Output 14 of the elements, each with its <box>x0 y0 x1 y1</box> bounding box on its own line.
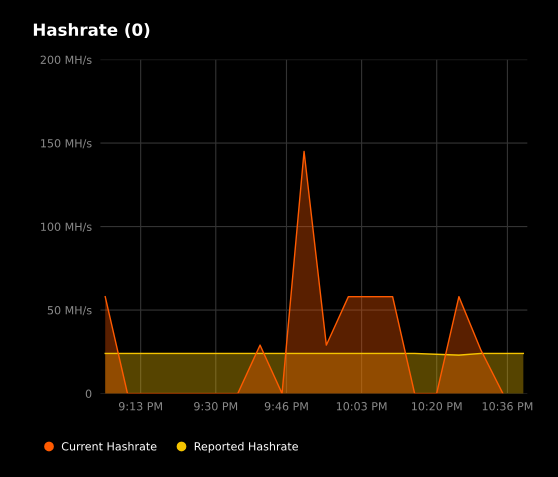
x-tick-label: 10:36 PM <box>482 402 532 410</box>
x-tick-label: 10:03 PM <box>336 402 386 410</box>
y-tick-label: 150 MH/s <box>41 139 92 148</box>
x-tick-label: 9:30 PM <box>194 402 238 410</box>
y-tick-label: 200 MH/s <box>40 56 92 65</box>
chart-title: Hashrate (0) <box>34 23 150 38</box>
y-tick-label: 0 <box>86 390 92 398</box>
y-tick-label: 50 MH/s <box>48 306 92 316</box>
y-tick-label: 100 MH/s <box>41 222 92 232</box>
x-tick-label: 9:13 PM <box>118 402 162 410</box>
legend-label: Current Hashrate <box>62 442 156 451</box>
x-tick-label: 9:46 PM <box>264 402 308 410</box>
legend-label: Reported Hashrate <box>194 442 298 453</box>
x-tick-label: 10:20 PM <box>412 402 462 410</box>
